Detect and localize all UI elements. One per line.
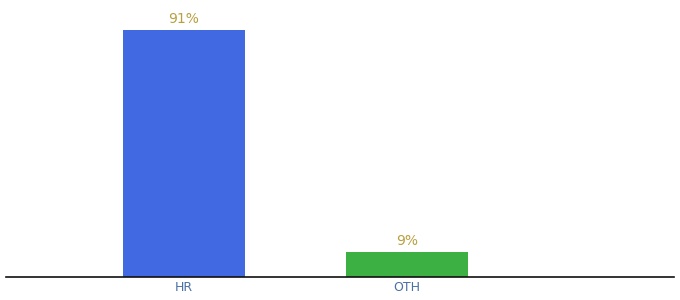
Text: 9%: 9% bbox=[396, 234, 418, 248]
Bar bbox=[345, 252, 469, 277]
Bar bbox=[122, 30, 245, 277]
Text: 91%: 91% bbox=[169, 12, 199, 26]
